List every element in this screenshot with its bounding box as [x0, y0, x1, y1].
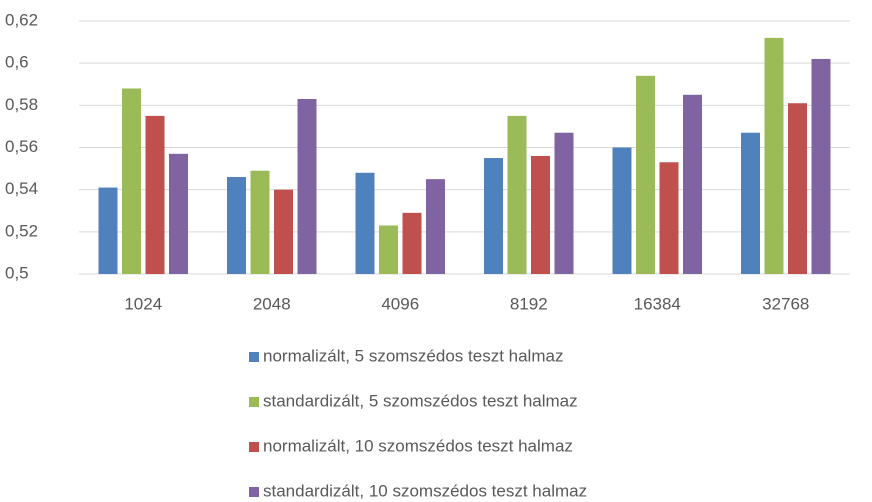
bar: [659, 162, 679, 274]
x-tick-label: 1024: [124, 294, 162, 313]
bar: [531, 155, 550, 274]
legend-swatch: [249, 352, 259, 362]
x-tick-label: 8192: [510, 294, 548, 313]
y-tick-label: 0,5: [5, 263, 29, 282]
y-tick-label: 0,58: [5, 95, 38, 114]
x-tick-label: 32768: [762, 294, 809, 313]
legend-label: standardizált, 5 szomszédos teszt halmaz: [263, 391, 578, 410]
bar: [274, 189, 293, 274]
legend-label: standardizált, 10 szomszédos teszt halma…: [263, 481, 587, 500]
bar: [484, 158, 503, 274]
legend-label: normalizált, 10 szomszédos teszt halmaz: [263, 436, 573, 455]
x-tick-label: 16384: [634, 294, 681, 313]
y-tick-label: 0,6: [5, 53, 29, 72]
bar: [250, 170, 270, 274]
bar: [297, 99, 317, 274]
bar: [402, 212, 422, 274]
legend-swatch: [249, 487, 259, 497]
bar: [122, 88, 141, 274]
y-tick-label: 0,54: [5, 179, 38, 198]
bar: [764, 37, 784, 274]
bar: [355, 172, 375, 274]
x-tick-label: 2048: [253, 294, 291, 313]
x-tick-label: 4096: [381, 294, 419, 313]
bar: [98, 187, 118, 274]
bar: [788, 103, 807, 274]
legend-swatch: [249, 442, 259, 452]
bar: [636, 75, 655, 274]
bar: [612, 147, 632, 274]
bar: [426, 179, 445, 274]
y-tick-label: 0,56: [5, 137, 38, 156]
bar: [741, 132, 760, 274]
legend-swatch: [249, 397, 259, 407]
y-tick-label: 0,62: [5, 10, 38, 29]
bar: [169, 153, 188, 274]
bar: [379, 225, 398, 274]
bar: [683, 94, 702, 275]
legend-label: normalizált, 5 szomszédos teszt halmaz: [263, 346, 563, 365]
bar: [554, 132, 574, 274]
y-tick-label: 0,52: [5, 221, 38, 240]
bar: [145, 115, 165, 274]
bar: [811, 58, 831, 275]
bar: [227, 177, 246, 274]
bar: [507, 115, 527, 274]
